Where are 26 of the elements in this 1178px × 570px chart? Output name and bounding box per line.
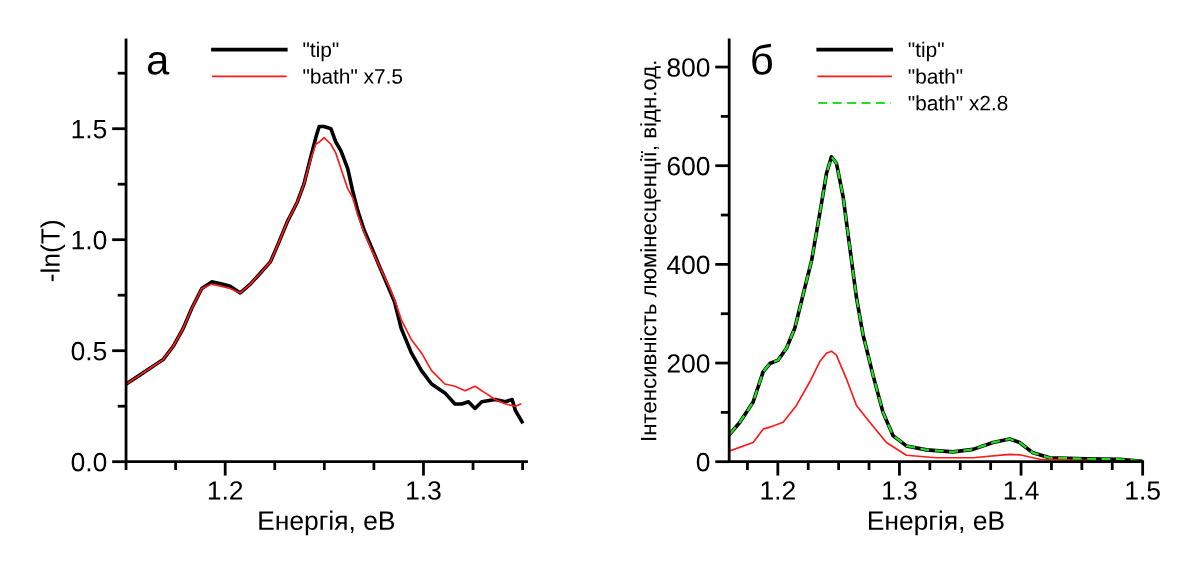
x-axis-title: Енергія, еВ bbox=[259, 510, 395, 536]
y-axis-title: Інтенсивність люмінесценції, відн.од. bbox=[640, 61, 661, 440]
y-tick-label: 0 bbox=[696, 452, 710, 472]
legend-label: "bath" x2.8 bbox=[908, 95, 1008, 111]
y-tick-label: 200 bbox=[667, 354, 710, 373]
annotation: б bbox=[752, 43, 772, 75]
x-tick-label: 1.5 bbox=[1126, 481, 1160, 500]
x-tick-label: 1.4 bbox=[1004, 481, 1039, 500]
x-tick-label: 1.3 bbox=[883, 481, 917, 500]
x-tick-label: 1.2 bbox=[208, 481, 243, 500]
annotation: а bbox=[147, 51, 170, 75]
y-tick-label: 600 bbox=[667, 156, 710, 176]
x-tick-label: 1.3 bbox=[407, 481, 441, 500]
y-tick-label: 800 bbox=[667, 58, 710, 77]
y-tick-label: 0.0 bbox=[71, 452, 107, 472]
y-axis-title: -ln(T) bbox=[40, 220, 66, 282]
legend-label: "bath" x7.5 bbox=[303, 68, 403, 84]
y-tick-label: 400 bbox=[667, 255, 710, 275]
legend-label: "bath" bbox=[908, 68, 963, 84]
y-tick-label: 0.5 bbox=[71, 341, 107, 361]
y-tick-label: 1.5 bbox=[72, 120, 107, 139]
x-tick-label: 1.2 bbox=[761, 481, 795, 500]
legend-label: "tip" bbox=[303, 41, 339, 62]
y-tick-label: 1.0 bbox=[72, 230, 107, 250]
x-axis-title: Енергія, еВ bbox=[868, 510, 1004, 536]
legend-label: "tip" bbox=[908, 41, 944, 62]
